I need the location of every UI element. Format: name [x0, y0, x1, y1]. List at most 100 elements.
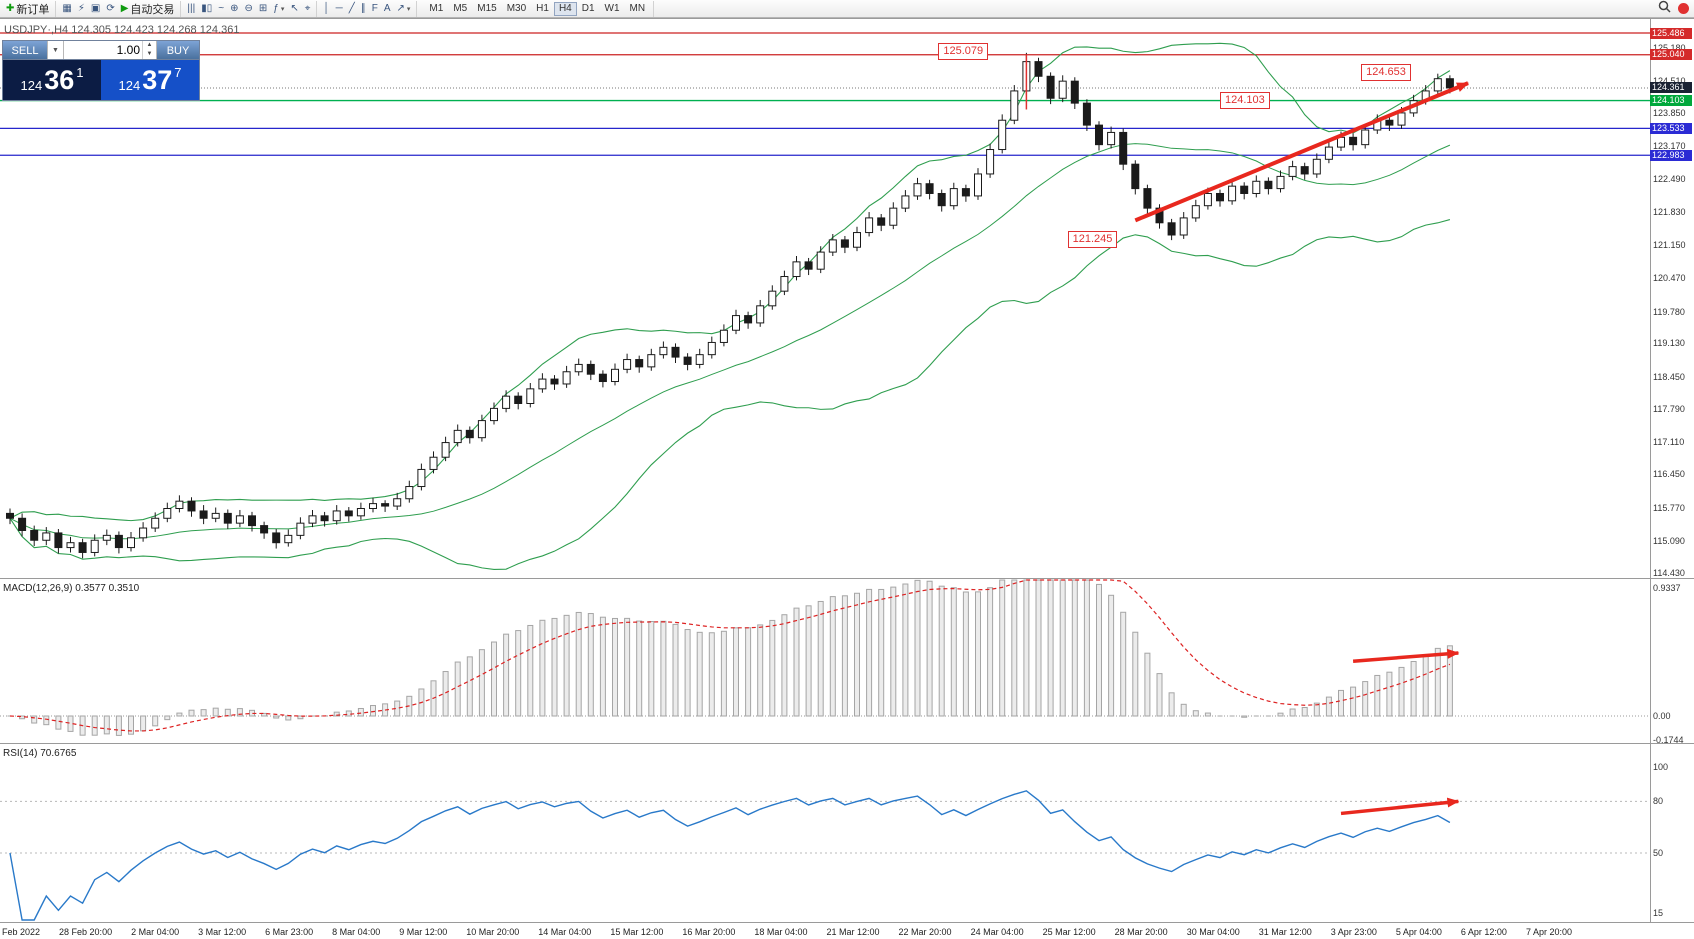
tile-windows-icon: ⊞ — [258, 2, 268, 14]
time-label: 21 Mar 12:00 — [826, 926, 880, 937]
stepper-down-icon[interactable]: ▼ — [146, 51, 153, 57]
price-axis[interactable]: 125.180 124.510 123.850 123.170 122.490 121.8… — [1650, 0, 1694, 939]
toolbar-group-misc: ▦ ⚡ ▣ ⟳ ▶ 自动交易 — [56, 0, 182, 17]
toolbar-button-label: 新订单 — [16, 3, 50, 16]
stepper-up-icon[interactable]: ▲ — [146, 42, 153, 48]
toolbar-button[interactable]: ~ — [215, 1, 227, 16]
time-label: 6 Mar 23:00 — [265, 926, 314, 937]
timeframe-button[interactable]: MN — [625, 2, 651, 16]
timeframe-button[interactable]: W1 — [600, 2, 625, 16]
time-label: 18 Mar 04:00 — [754, 926, 808, 937]
toolbar-button[interactable]: ╱ — [346, 1, 358, 16]
horizontal-line-icon: ─ — [335, 2, 343, 14]
price-axis-label: 125.180 — [1653, 42, 1686, 53]
rsi-axis-label: 50 — [1653, 848, 1664, 858]
timeframe-button[interactable]: D1 — [577, 2, 600, 16]
toolbar-button[interactable]: ⌖ — [302, 1, 314, 16]
rsi-axis-label: 80 — [1653, 796, 1664, 807]
line-chart-icon: ~ — [218, 2, 225, 14]
toolbar-button[interactable]: ∥ — [358, 1, 369, 16]
time-label: 2 Mar 04:00 — [131, 926, 180, 937]
price-badge: 122.983 — [1650, 149, 1692, 161]
price-badge: 125.486 — [1650, 27, 1692, 39]
new-order-icon: ✚ — [6, 2, 15, 14]
time-label: 15 Mar 12:00 — [610, 926, 664, 937]
sell-price-button[interactable]: 124 36 1 — [3, 60, 101, 100]
toolbar-button[interactable]: ▦ — [59, 1, 74, 16]
toolbar: ✚ 新订单 ▦ ⚡ ▣ ⟳ ▶ 自动交易 — [0, 0, 1694, 18]
price-badge: 124.361 — [1650, 82, 1692, 94]
timeframe-button[interactable]: M1 — [424, 2, 448, 16]
buy-price-button[interactable]: 124 37 7 — [101, 60, 199, 100]
timeframe-button[interactable]: H4 — [553, 1, 577, 16]
time-label: 28 Mar 20:00 — [1114, 926, 1168, 937]
trade-controls-row: SELL ▼ ▲▼ BUY — [3, 41, 199, 60]
toolbar-button[interactable]: ↖ — [287, 1, 301, 16]
toolbar-button[interactable]: ⊕ — [227, 1, 241, 16]
timeframe-button[interactable]: M30 — [502, 2, 531, 16]
toolbar-button[interactable]: ↗ ▾ — [394, 1, 414, 16]
timeframe-button[interactable]: M15 — [472, 2, 501, 16]
price-axis-label: 114.430 — [1653, 567, 1685, 578]
order-type-dropdown[interactable]: ▼ — [47, 41, 64, 59]
buy-price-point: 7 — [174, 65, 182, 80]
toolbar-button[interactable]: ▶ 自动交易 — [118, 1, 178, 16]
toolbar-button[interactable]: ⊖ — [241, 1, 255, 16]
refresh-icon: ⟳ — [106, 2, 115, 14]
toolbar-button[interactable]: ⟳ — [103, 1, 117, 16]
timeframe-button[interactable]: M5 — [448, 2, 472, 16]
toolbar-button[interactable]: ⚡ — [75, 1, 88, 16]
rsi-axis-label: 100 — [1653, 762, 1669, 772]
price-axis-label: 120.470 — [1653, 272, 1686, 283]
toolbar-button[interactable]: │ — [320, 1, 332, 16]
sell-price-prefix: 124 — [20, 78, 43, 93]
toolbar-button[interactable]: ƒ ▾ — [270, 1, 287, 16]
time-label: 10 Mar 20:00 — [466, 926, 520, 937]
vertical-line-icon: │ — [323, 2, 330, 14]
candlestick-chart-icon: ▮▯ — [201, 2, 213, 14]
time-label: 25 Mar 12:00 — [1042, 926, 1096, 937]
price-axis-label: 124.510 — [1653, 75, 1686, 86]
timeframe-button[interactable]: H1 — [531, 2, 554, 16]
trough-price-annotation[interactable]: 121.245 — [1067, 231, 1118, 249]
toolbar-right — [1658, 0, 1694, 18]
sell-button[interactable]: SELL — [3, 41, 47, 59]
arrow-tool-icon: ↗ — [396, 2, 405, 14]
price-axis-label: 119.780 — [1653, 306, 1685, 317]
volume-input[interactable] — [64, 41, 142, 59]
toolbar-button[interactable]: ▮▯ — [198, 1, 215, 16]
peak-price-annotation[interactable]: 125.079 — [938, 42, 989, 60]
buy-button[interactable]: BUY — [157, 41, 199, 59]
toolbar-button[interactable]: ⊞ — [256, 1, 270, 16]
sell-price-point: 1 — [76, 65, 84, 80]
toolbar-group-order: ✚ 新订单 — [0, 0, 57, 17]
price-badge: 123.533 — [1650, 122, 1692, 134]
search-icon[interactable] — [1658, 0, 1671, 18]
toolbar-button[interactable]: A — [381, 1, 394, 16]
macd-indicator-label: MACD(12,26,9) 0.3577 0.3510 — [3, 583, 140, 594]
notification-dot-icon[interactable] — [1678, 3, 1689, 14]
zoom-in-icon: ⊕ — [230, 2, 239, 14]
price-axis-label: 117.790 — [1653, 403, 1685, 414]
price-axis-label: 118.450 — [1653, 371, 1685, 382]
level-price-annotation[interactable]: 124.103 — [1220, 91, 1270, 109]
zoom-out-icon: ⊖ — [244, 2, 253, 14]
toolbar-button[interactable]: ||| — [184, 1, 198, 16]
price-axis-label: 121.830 — [1653, 206, 1686, 217]
time-label: 16 Mar 20:00 — [682, 926, 736, 937]
time-label: 30 Mar 04:00 — [1186, 926, 1240, 937]
cursor-icon: ↖ — [290, 2, 299, 14]
toolbar-button[interactable]: ✚ 新订单 — [3, 1, 52, 16]
layouts-icon: ▦ — [62, 2, 72, 14]
price-axis-label: 117.110 — [1653, 437, 1685, 448]
swing-high-annotation[interactable]: 124.653 — [1361, 63, 1411, 81]
toolbar-button[interactable]: F — [369, 1, 381, 16]
toolbar-button[interactable]: ▣ — [88, 1, 103, 16]
volume-stepper[interactable]: ▲ ▼ — [142, 41, 157, 59]
time-label: Feb 2022 — [2, 926, 41, 937]
one-click-trading-panel: SELL ▼ ▲▼ BUY 124 36 1 124 37 7 — [2, 40, 200, 101]
time-axis[interactable]: Feb 2022 28 Feb 20:00 2 Mar 04:00 3 Mar 12:… — [0, 924, 1574, 939]
toolbar-button[interactable]: ─ — [333, 1, 346, 16]
